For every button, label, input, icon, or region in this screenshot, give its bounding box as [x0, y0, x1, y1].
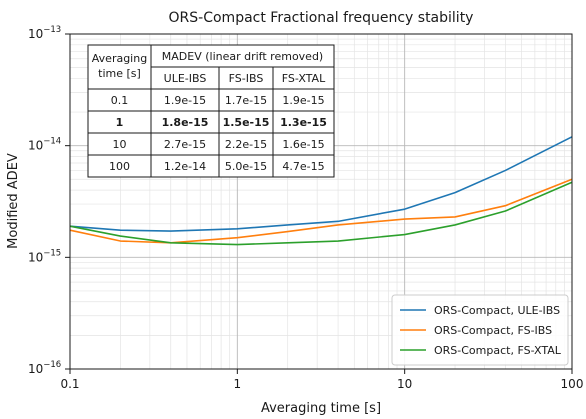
table-cell-value: 1.2e-14 — [164, 160, 206, 173]
table-cell-value: 2.2e-15 — [225, 138, 267, 151]
table-subheader: FS-XTAL — [282, 72, 326, 85]
y-tick-label: 10−16 — [28, 360, 61, 376]
table-header-averaging: Averaging — [92, 52, 147, 65]
legend-label: ORS-Compact, ULE-IBS — [434, 304, 560, 317]
table-cell-tau: 100 — [109, 160, 130, 173]
series-line-2 — [69, 178, 573, 244]
y-axis-label: Modified ADEV — [6, 153, 21, 249]
table-cell-value: 1.9e-15 — [282, 94, 324, 107]
series-lines — [69, 136, 573, 246]
x-axis-label: Averaging time [s] — [261, 401, 381, 416]
y-ticks: 10−16 10−15 10−14 10−13 — [28, 25, 70, 376]
plot-frame — [69, 33, 573, 370]
y-tick-label: 10−13 — [28, 25, 61, 41]
data-table: Averaging time [s] MADEV (linear drift rem… — [87, 44, 335, 178]
table-cell-value: 1.5e-15 — [223, 116, 270, 129]
x-tick-label: 10 — [397, 377, 412, 391]
table-cell-tau: 1 — [116, 116, 124, 129]
table-cell-value: 1.9e-15 — [164, 94, 206, 107]
table-cell-tau: 0.1 — [111, 94, 129, 107]
legend: ORS-Compact, ULE-IBS ORS-Compact, FS-IBS O… — [391, 294, 569, 366]
table-cell-tau: 10 — [113, 138, 127, 151]
table-subheader: FS-IBS — [229, 72, 264, 85]
table-header-averaging: time [s] — [98, 67, 141, 80]
x-ticks: 0.1 1 10 100 — [60, 369, 583, 391]
series-line-3 — [69, 181, 573, 246]
table-cell-value: 5.0e-15 — [225, 160, 267, 173]
legend-box — [391, 294, 569, 366]
table-cell-value: 1.3e-15 — [280, 116, 327, 129]
table-cell-value: 1.6e-15 — [282, 138, 324, 151]
x-tick-label: 0.1 — [60, 377, 79, 391]
x-tick-label: 100 — [561, 377, 584, 391]
legend-label: ORS-Compact, FS-IBS — [434, 324, 552, 337]
table-subheader: ULE-IBS — [164, 72, 207, 85]
series-line-1 — [69, 136, 573, 232]
y-tick-label: 10−14 — [28, 137, 61, 153]
legend-label: ORS-Compact, FS-XTAL — [434, 344, 562, 357]
table-cell-value: 2.7e-15 — [164, 138, 206, 151]
x-tick-label: 1 — [234, 377, 242, 391]
table-header-madev: MADEV (linear drift removed) — [162, 50, 323, 63]
table-cell-value: 1.8e-15 — [162, 116, 209, 129]
table-cell-value: 4.7e-15 — [282, 160, 324, 173]
y-tick-label: 10−15 — [28, 248, 61, 264]
table-cell-value: 1.7e-15 — [225, 94, 267, 107]
chart-title: ORS-Compact Fractional frequency stabili… — [169, 10, 474, 26]
